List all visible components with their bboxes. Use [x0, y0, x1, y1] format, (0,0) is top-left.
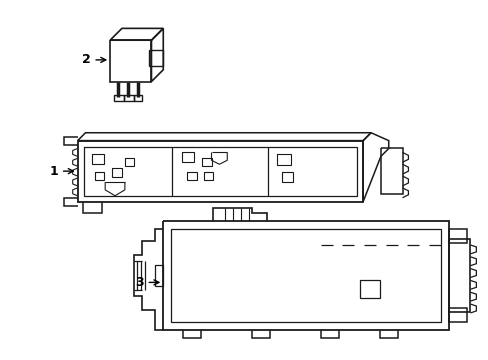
Text: 2: 2 — [81, 53, 105, 66]
Text: 1: 1 — [49, 165, 73, 177]
Text: 3: 3 — [135, 276, 159, 289]
